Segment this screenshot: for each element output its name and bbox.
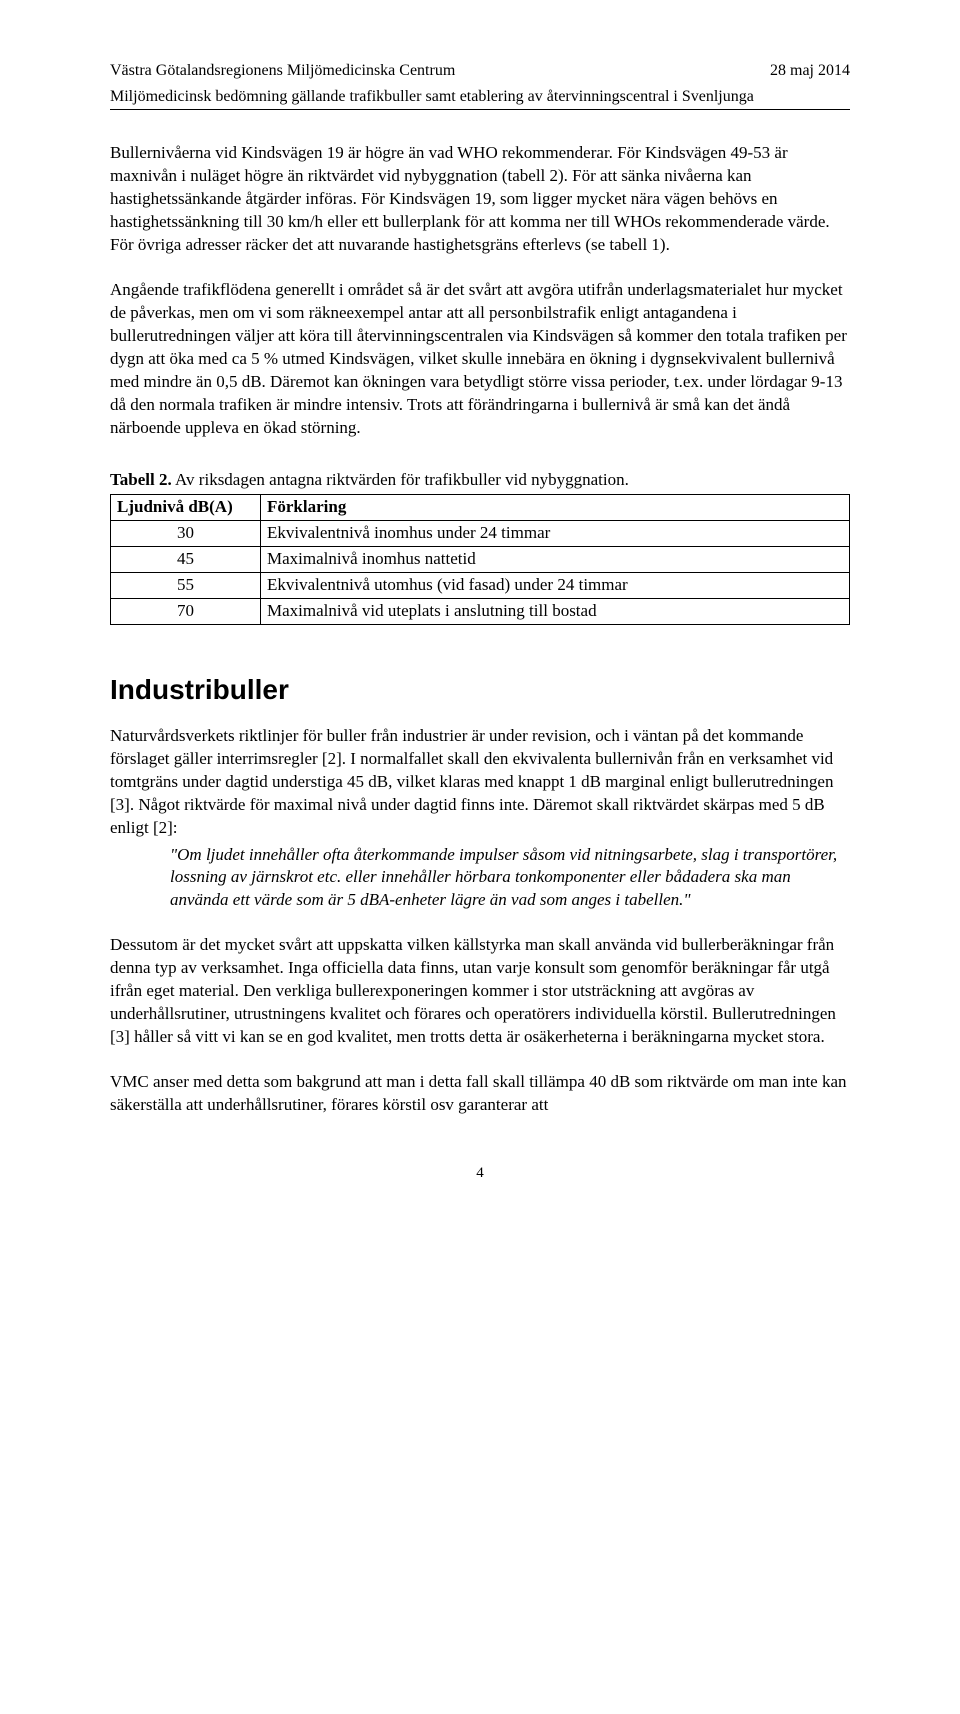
table-header: Förklaring [261,495,850,521]
page-header: Västra Götalandsregionens Miljömedicinsk… [110,60,850,82]
body-paragraph: Dessutom är det mycket svårt att uppskat… [110,934,850,1049]
table-header-row: Ljudnivå dB(A) Förklaring [111,495,850,521]
body-paragraph: Bullernivåerna vid Kindsvägen 19 är högr… [110,142,850,257]
table-row: 30 Ekvivalentnivå inomhus under 24 timma… [111,521,850,547]
table-row: 70 Maximalnivå vid uteplats i anslutning… [111,599,850,625]
table-caption-label: Tabell 2. [110,470,172,489]
table-header: Ljudnivå dB(A) [111,495,261,521]
header-right: 28 maj 2014 [770,60,850,82]
table-cell: 45 [111,547,261,573]
table-riktvarden: Ljudnivå dB(A) Förklaring 30 Ekvivalentn… [110,494,850,625]
header-divider [110,109,850,110]
body-paragraph: Angående trafikflödena generellt i områd… [110,279,850,440]
table-row: 45 Maximalnivå inomhus nattetid [111,547,850,573]
quote-block: "Om ljudet innehåller ofta återkommande … [170,844,850,913]
table-row: 55 Ekvivalentnivå utomhus (vid fasad) un… [111,573,850,599]
body-paragraph: VMC anser med detta som bakgrund att man… [110,1071,850,1117]
section-heading: Industribuller [110,671,850,709]
table-caption-text: Av riksdagen antagna riktvärden för traf… [172,470,629,489]
body-paragraph: Naturvårdsverkets riktlinjer för buller … [110,725,850,840]
table-cell: Ekvivalentnivå utomhus (vid fasad) under… [261,573,850,599]
table-cell: Ekvivalentnivå inomhus under 24 timmar [261,521,850,547]
table-cell: Maximalnivå inomhus nattetid [261,547,850,573]
page-number: 4 [110,1163,850,1183]
table-cell: Maximalnivå vid uteplats i anslutning ti… [261,599,850,625]
table-cell: 70 [111,599,261,625]
table-cell: 30 [111,521,261,547]
header-subtitle: Miljömedicinsk bedömning gällande trafik… [110,86,850,108]
table-cell: 55 [111,573,261,599]
header-left: Västra Götalandsregionens Miljömedicinsk… [110,60,455,82]
table-caption: Tabell 2. Av riksdagen antagna riktvärde… [110,469,850,492]
